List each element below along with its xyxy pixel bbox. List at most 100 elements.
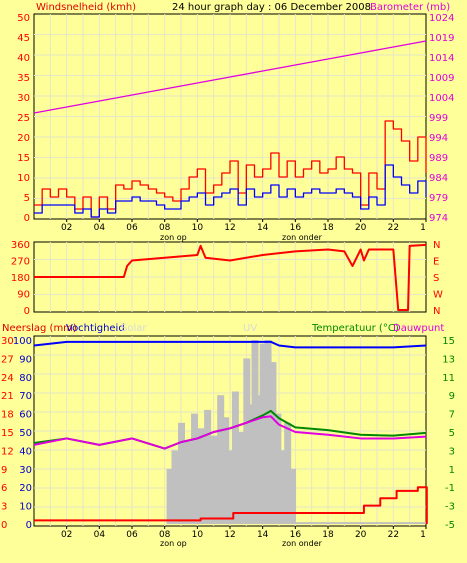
direction-tick: 270 (11, 257, 30, 268)
temperature-tick: 5 (449, 428, 455, 439)
y-left-tick: 10 (17, 173, 30, 184)
humidity-tick: 60 (19, 410, 32, 421)
humidity-tick: 30 (19, 465, 32, 476)
solar-bar (269, 362, 277, 524)
sunrise-marker-top: zon op (160, 233, 187, 242)
rain-tick: 15 (1, 428, 14, 439)
temperature-tick: -1 (445, 483, 455, 494)
rain-tick: 0 (1, 520, 7, 531)
humidity-tick: 70 (19, 391, 32, 402)
temperature-tick: -3 (445, 502, 455, 513)
solar-bar (217, 395, 225, 524)
compass-tick: S (433, 273, 439, 284)
solar-bar (166, 468, 174, 524)
rain-tick: 9 (1, 465, 7, 476)
y-right-tick: 989 (429, 153, 448, 164)
x-tick-label: 1 (420, 223, 426, 233)
solar-bar (171, 450, 179, 524)
solar-bar (284, 422, 292, 524)
humidity-line (33, 340, 427, 349)
baro-title: Barometer (mb) (370, 2, 450, 13)
climate-lines (33, 340, 428, 524)
y-right-tick: 974 (429, 213, 448, 224)
direction-tick: 180 (11, 273, 30, 284)
x-tick-label: 08 (159, 223, 171, 233)
x-tick-label: 08 (159, 530, 171, 540)
y-left-tick: 50 (17, 13, 30, 24)
y-left-tick: 30 (17, 93, 30, 104)
x-tick-label: 18 (322, 223, 334, 233)
x-tick-label: 04 (94, 530, 106, 540)
y-left-tick: 0 (24, 213, 30, 224)
compass-tick: W (433, 290, 443, 301)
solar-bar (191, 413, 199, 524)
temperature-tick: 15 (442, 336, 455, 347)
climate-grid (34, 336, 426, 526)
barometer-line (33, 40, 427, 114)
y-right-tick: 1004 (429, 93, 454, 104)
x-tick-label: 1 (420, 530, 426, 540)
rain-tick: 27 (1, 354, 14, 365)
wind-avg-line (34, 164, 427, 218)
y-right-tick: 994 (429, 133, 448, 144)
solar-bar (222, 417, 230, 524)
solar-bar (197, 428, 205, 524)
y-right-tick: 1019 (429, 33, 454, 44)
x-tick-label: 02 (61, 530, 72, 540)
solar-bar (264, 340, 272, 524)
x-tick-label: 22 (388, 530, 399, 540)
wind-title: Windsnelheid (kmh) (36, 2, 136, 13)
temperature-tick: 11 (442, 373, 455, 384)
x-tick-label: 02 (61, 223, 72, 233)
sunrise-marker-bottom: zon op (160, 539, 187, 548)
x-tick-label: 10 (192, 530, 204, 540)
direction-line (34, 243, 427, 311)
x-tick-label: 14 (257, 530, 269, 540)
y-left-tick: 45 (17, 33, 30, 44)
solar-baseline (167, 522, 426, 524)
solar-bar (236, 432, 244, 524)
humidity-label: Vochtigheid (66, 323, 125, 334)
rain-tick: 18 (1, 410, 14, 421)
direction-tick: 360 (11, 240, 30, 251)
temperature-tick: 7 (449, 410, 455, 421)
humidity-tick: 50 (19, 428, 32, 439)
y-left-tick: 5 (24, 193, 30, 204)
x-tick-label: 14 (257, 223, 269, 233)
solar-bar (246, 404, 254, 524)
x-tick-label: 20 (355, 223, 367, 233)
solar-bar (204, 409, 212, 524)
humidity-tick: 20 (19, 483, 32, 494)
solar-bar (210, 435, 218, 524)
x-tick-label: 12 (224, 530, 235, 540)
humidity-tick: 0 (26, 520, 32, 531)
y-right-tick: 1014 (429, 53, 454, 64)
solar-bar (178, 422, 185, 524)
solar-bar (231, 391, 239, 524)
x-tick-label: 16 (290, 530, 302, 540)
humidity-tick: 10 (19, 502, 32, 513)
wind-lines (33, 40, 427, 218)
y-right-tick: 984 (429, 173, 448, 184)
x-tick-label: 06 (126, 530, 138, 540)
temperature-tick: 13 (442, 354, 455, 365)
x-tick-label: 12 (224, 223, 235, 233)
x-tick-label: 22 (388, 223, 399, 233)
rain-tick: 12 (1, 446, 14, 457)
humidity-tick: 80 (19, 373, 32, 384)
x-tick-label: 10 (192, 223, 204, 233)
solar-label: Solar (121, 323, 147, 334)
rain-label: Neerslag (mm) (2, 323, 77, 334)
solar-bar (279, 450, 287, 524)
y-right-tick: 979 (429, 193, 448, 204)
solar-bar (251, 340, 259, 524)
x-tick-label: 20 (355, 530, 367, 540)
direction-lines (34, 243, 427, 311)
rain-tick: 6 (1, 483, 7, 494)
solar-bar (274, 413, 282, 524)
direction-tick: 0 (24, 306, 30, 317)
x-tick-label: 04 (94, 223, 106, 233)
compass-tick: N (433, 240, 440, 251)
y-left-tick: 25 (17, 113, 30, 124)
